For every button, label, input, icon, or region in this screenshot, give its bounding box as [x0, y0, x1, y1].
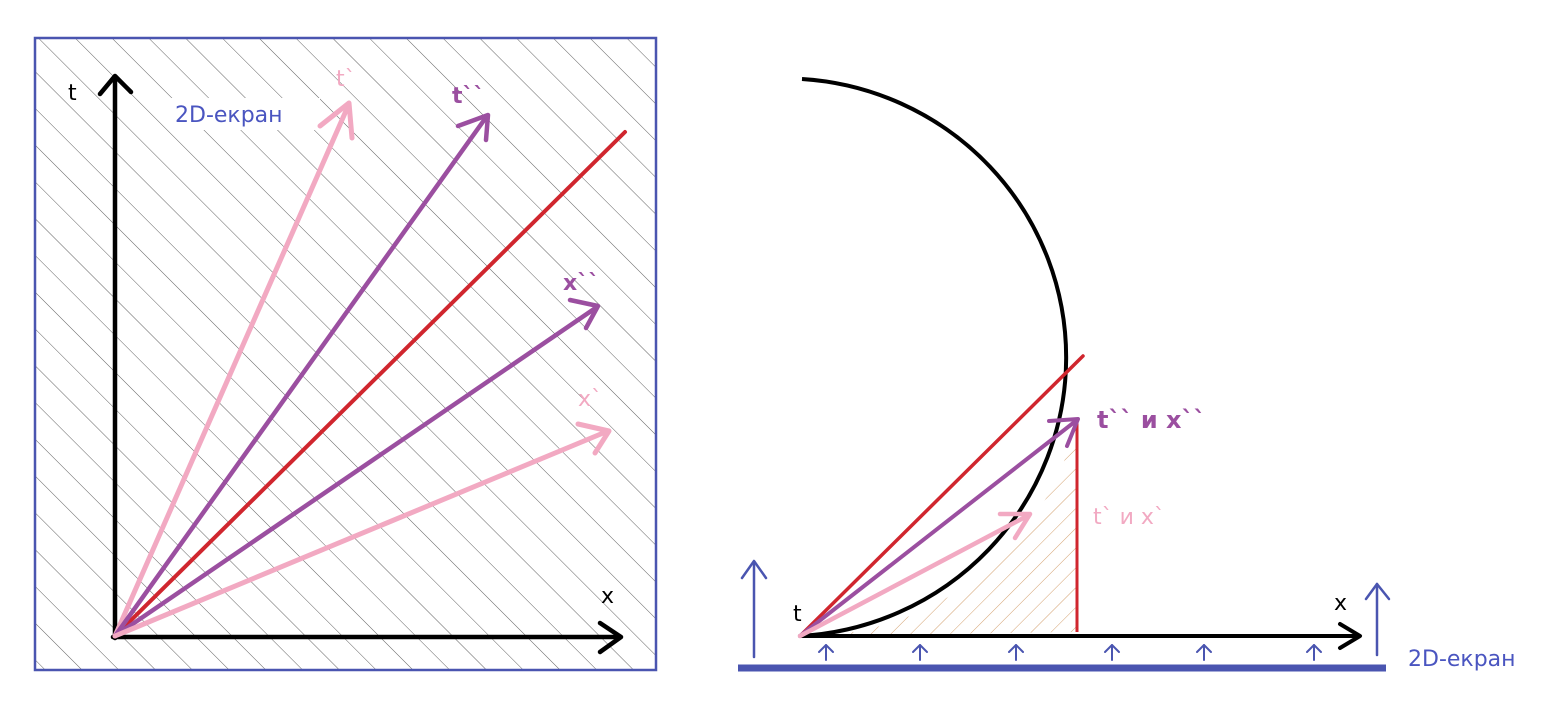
right-hatched-region: [800, 420, 1077, 637]
right-axis-t-label: t: [793, 602, 802, 627]
left-t-prime-vector: [112, 100, 355, 639]
screen-label-background: [170, 98, 320, 130]
left-t-prime-label: t`: [336, 67, 356, 92]
right-axis-x-label: x: [1334, 591, 1347, 616]
left-x-prime-vector: [112, 421, 612, 639]
screen-border: [33, 36, 658, 672]
left-red-line: [113, 130, 627, 638]
right-screen-label: 2D-екран: [1408, 647, 1516, 672]
right-double-prime-label: t`` и x``: [1097, 406, 1205, 434]
right-small-arrows: [818, 644, 1322, 661]
left-screen-label: 2D-екран: [175, 103, 283, 128]
right-x-axis: [798, 622, 1362, 650]
left-axis-x-label: x: [601, 584, 614, 609]
left-axis-t-label: t: [68, 81, 77, 106]
left-t-double-prime-label: t``: [452, 84, 485, 109]
right-prime-vector: [797, 511, 1033, 639]
left-panel: t x 2D-екран t` t`` x`` x`: [33, 36, 658, 672]
right-tall-arrow-right: [1364, 582, 1391, 657]
right-arc: [799, 77, 1069, 638]
hatched-screen-area: [35, 38, 656, 670]
right-red-line: [798, 354, 1085, 638]
left-x-axis: [110, 620, 624, 655]
left-x-prime-label: x`: [578, 387, 602, 412]
left-x-double-prime-label: x``: [563, 271, 599, 296]
left-t-double-prime-vector: [112, 112, 491, 639]
right-double-prime-vector: [798, 417, 1080, 638]
right-tall-arrow-left: [740, 559, 768, 659]
left-t-axis: [97, 73, 134, 641]
right-panel: t x 2D-екран t`` и x`` t` и x`: [738, 77, 1516, 672]
right-prime-label: t` и x`: [1093, 505, 1165, 530]
left-x-double-prime-vector: [112, 297, 601, 639]
